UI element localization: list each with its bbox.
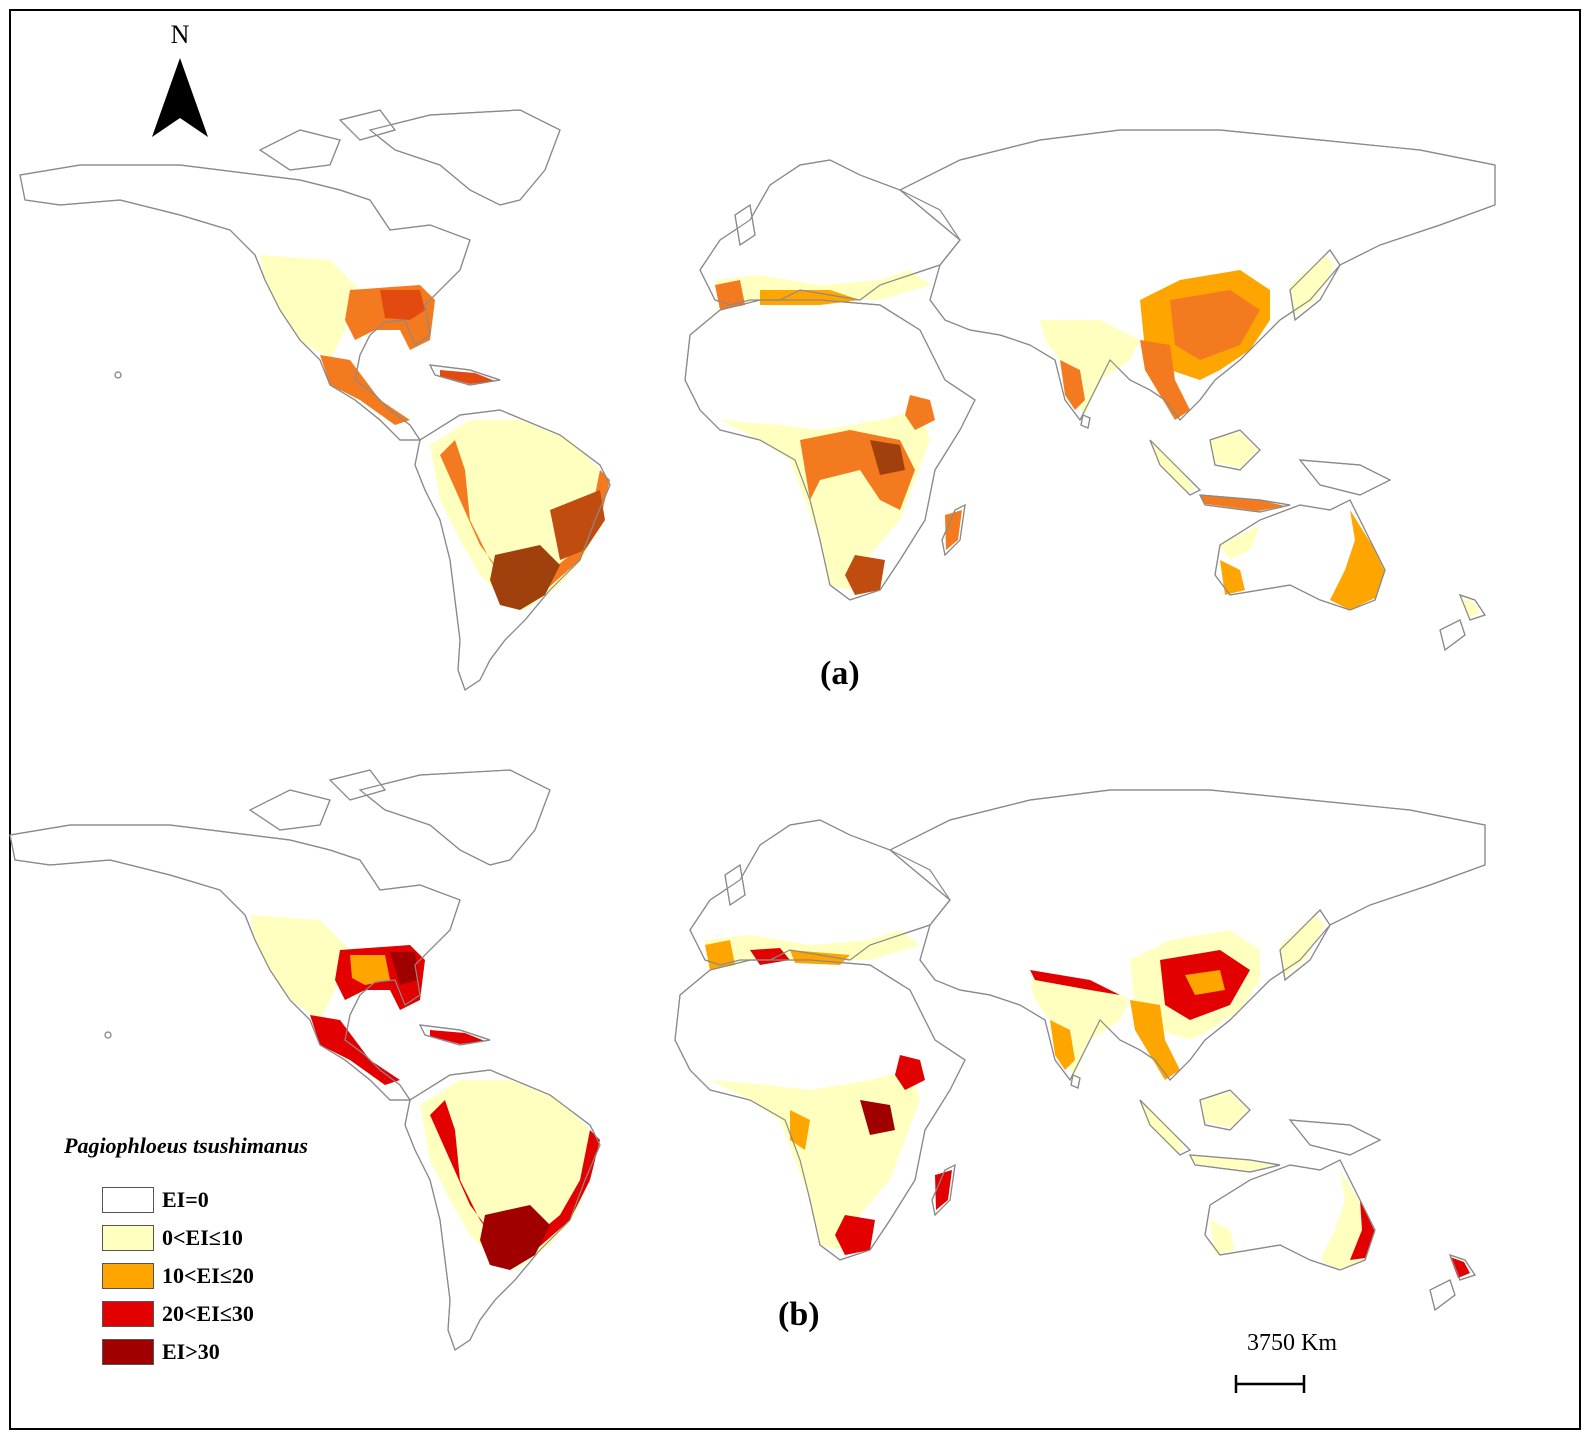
legend: Pagiophloeus tsushimanus EI=0 0<EI≤10 10… (64, 1133, 394, 1371)
legend-title: Pagiophloeus tsushimanus (64, 1133, 308, 1158)
north-letter: N (170, 20, 190, 49)
scale-bar: 3750 Km (1232, 1330, 1352, 1357)
legend-swatch (102, 1301, 154, 1327)
legend-swatch (102, 1225, 154, 1251)
legend-label: EI=0 (162, 1187, 209, 1212)
legend-item: 10<EI≤20 (102, 1257, 394, 1295)
legend-item: EI>30 (102, 1333, 394, 1371)
panel-label-a: (a) (820, 655, 860, 692)
legend-swatch (102, 1263, 154, 1289)
legend-label: 10<EI≤20 (162, 1263, 254, 1288)
figure-frame (9, 9, 1581, 1430)
map-panel-a (19, 109, 1496, 691)
north-arrow: N (150, 22, 210, 48)
legend-label: 0<EI≤10 (162, 1225, 243, 1250)
legend-item: 0<EI≤10 (102, 1219, 394, 1257)
legend-swatch (102, 1187, 154, 1213)
legend-swatch (102, 1339, 154, 1365)
legend-label: 20<EI≤30 (162, 1301, 254, 1326)
north-arrow-icon (152, 58, 208, 137)
legend-item: 20<EI≤30 (102, 1295, 394, 1333)
scale-bar-line (1234, 1375, 1306, 1393)
legend-item: EI=0 (102, 1181, 394, 1219)
scale-bar-label: 3750 Km (1247, 1330, 1337, 1356)
legend-label: EI>30 (162, 1339, 220, 1364)
panel-label-b: (b) (778, 1296, 820, 1333)
